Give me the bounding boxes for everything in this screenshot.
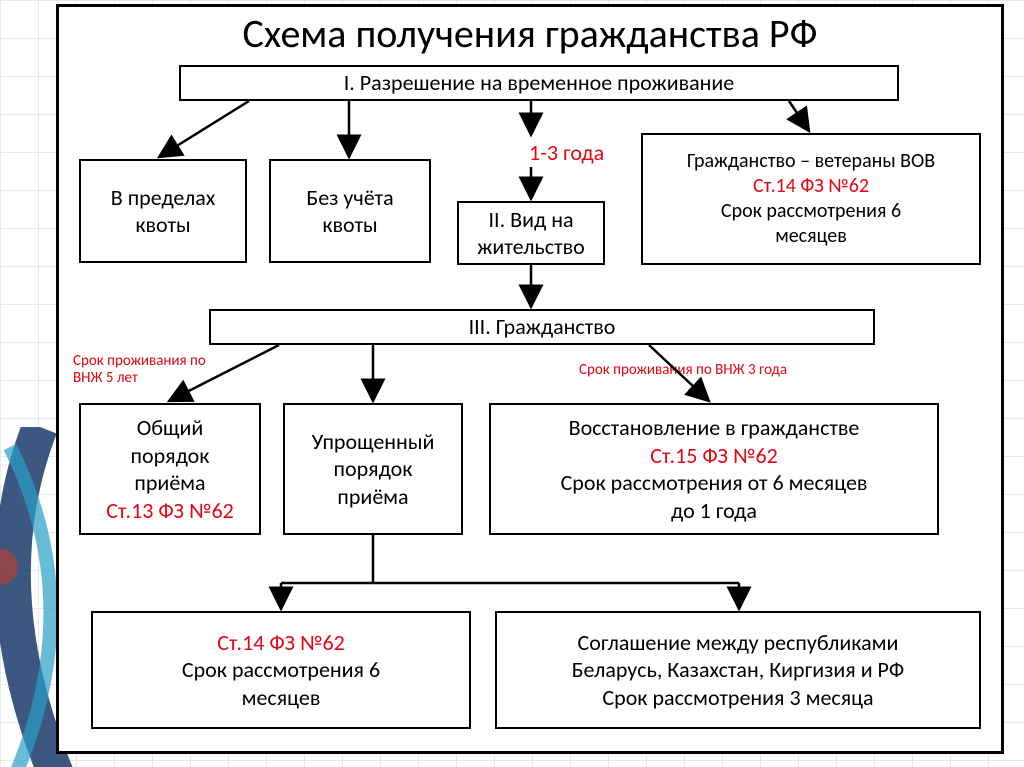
box-line: Срок рассмотрения 6 (182, 656, 380, 684)
box-line: Соглашение между республиками (578, 629, 899, 657)
box-no-quota: Без учёта квоты (269, 159, 431, 263)
box-line: жительство (477, 233, 584, 261)
box-restore-citizenship: Восстановление в гражданстве Ст.15 ФЗ №6… (489, 403, 939, 535)
box-text: I. Разрешение на временное проживание (344, 69, 735, 97)
lbl-line: ВНЖ 5 лет (73, 369, 138, 387)
box-text: III. Гражданство (469, 313, 616, 341)
box-line: Срок рассмотрения 6 (721, 199, 901, 224)
diagram-canvas: Схема получения гражданства РФ I. Разреш… (56, 4, 1004, 754)
lbl-line: Срок проживания по (73, 352, 206, 370)
box-line: Общий (137, 414, 204, 442)
box-line: Срок рассмотрения 3 месяца (602, 684, 873, 712)
box-line-red: Ст.13 ФЗ №62 (106, 497, 234, 525)
box-line: Восстановление в гражданстве (569, 414, 860, 442)
box-line: месяцев (775, 224, 847, 249)
box-veterans: Гражданство – ветераны ВОВ Ст.14 ФЗ №62 … (641, 133, 981, 265)
box-line-red: Ст.14 ФЗ №62 (217, 629, 345, 657)
box-line: Гражданство – ветераны ВОВ (687, 149, 935, 174)
box-line-red: Ст.14 ФЗ №62 (753, 174, 869, 199)
box-line: Без учёта (306, 184, 393, 212)
box-line: до 1 года (671, 497, 757, 525)
box-line: квоты (135, 211, 190, 239)
label-1-3-years: 1-3 года (529, 139, 604, 166)
box-line-red: Ст.15 ФЗ №62 (650, 442, 778, 470)
box-line: В пределах (111, 184, 215, 212)
box-line: Упрощенный (312, 428, 435, 456)
box-citizenship: III. Гражданство (209, 309, 875, 345)
box-quota: В пределах квоты (79, 159, 247, 263)
box-line: месяцев (242, 684, 321, 712)
box-line: квоты (322, 211, 377, 239)
box-term-6-months: Ст.14 ФЗ №62 Срок рассмотрения 6 месяцев (91, 611, 471, 729)
box-residence-permit: II. Вид на жительство (457, 201, 605, 265)
box-line: Беларусь, Казахстан, Киргизия и РФ (572, 656, 905, 684)
box-line: порядок (334, 455, 413, 483)
box-general-procedure: Общий порядок приёма Ст.13 ФЗ №62 (79, 403, 261, 535)
box-simplified-procedure: Упрощенный порядок приёма (283, 403, 463, 535)
diagram-title: Схема получения гражданства РФ (59, 9, 1001, 58)
box-line: приёма (134, 469, 205, 497)
box-line: Срок рассмотрения от 6 месяцев (561, 469, 868, 497)
label-vnz-5-years: Срок проживания по ВНЖ 5 лет (73, 353, 206, 388)
box-line: приёма (337, 483, 408, 511)
box-line: II. Вид на (488, 206, 573, 234)
box-line: порядок (131, 442, 210, 470)
box-agreement: Соглашение между республиками Беларусь, … (495, 611, 981, 729)
box-temp-residence: I. Разрешение на временное проживание (179, 65, 899, 101)
label-vnz-3-years: Срок проживания по ВНЖ 3 года (579, 361, 787, 379)
